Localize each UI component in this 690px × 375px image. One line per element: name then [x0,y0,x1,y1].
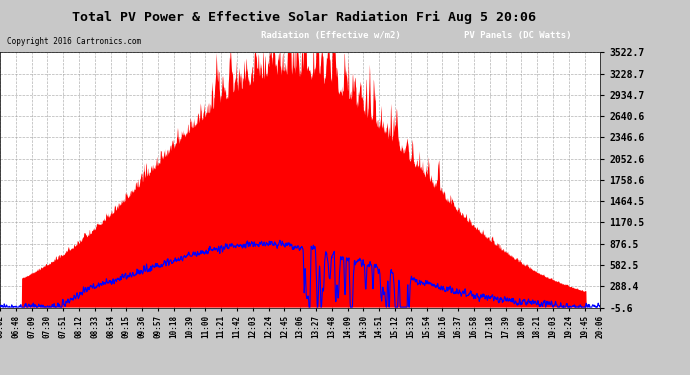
Text: Radiation (Effective w/m2): Radiation (Effective w/m2) [262,31,401,40]
Text: PV Panels (DC Watts): PV Panels (DC Watts) [464,31,571,40]
Text: Total PV Power & Effective Solar Radiation Fri Aug 5 20:06: Total PV Power & Effective Solar Radiati… [72,11,535,24]
Text: Copyright 2016 Cartronics.com: Copyright 2016 Cartronics.com [7,38,141,46]
